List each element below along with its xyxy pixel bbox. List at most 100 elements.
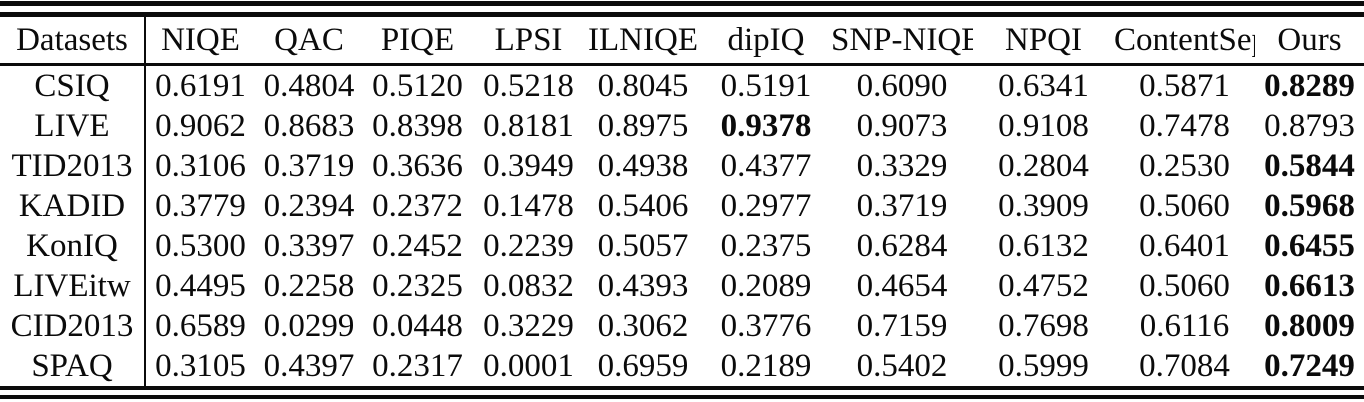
dataset-label: CSIQ: [0, 64, 146, 106]
value-cell: 0.2804: [998, 147, 1089, 184]
dataset-label: CID2013: [0, 306, 146, 346]
value-cell: 0.7159: [856, 307, 948, 344]
table-row-live: LIVE 0.9062 0.8683 0.8398 0.8181 0.8975 …: [0, 106, 1364, 146]
value-cell: 0.9378: [720, 107, 812, 144]
value-cell: 0.8045: [597, 67, 689, 104]
value-cell: 0.8793: [1264, 107, 1355, 144]
value-cell: 0.2530: [1139, 147, 1230, 184]
value-cell: 0.3779: [155, 187, 246, 224]
value-cell: 0.5191: [720, 67, 812, 104]
value-cell: 0.2189: [720, 347, 812, 384]
value-cell: 0.8398: [372, 107, 463, 144]
column-header-dipiq: dipIQ: [701, 17, 831, 66]
value-cell: 0.3062: [597, 307, 689, 344]
column-header-contentsep: ContentSep: [1114, 17, 1255, 66]
column-header-ilniqe: ILNIQE: [585, 17, 701, 66]
column-header-npqi: NPQI: [973, 17, 1114, 66]
column-header-ours: Ours: [1255, 17, 1364, 66]
value-cell: 0.2317: [372, 347, 463, 384]
value-cell: 0.6589: [155, 307, 246, 344]
value-cell: 0.2375: [720, 227, 812, 264]
value-cell: 0.7478: [1139, 107, 1230, 144]
value-cell: 0.2089: [720, 267, 812, 304]
value-cell: 0.8181: [483, 107, 574, 144]
table-row-csiq: CSIQ 0.6191 0.4804 0.5120 0.5218 0.8045 …: [0, 64, 1364, 106]
value-cell: 0.2325: [372, 267, 463, 304]
value-cell: 0.3949: [483, 147, 574, 184]
column-header-niqe: NIQE: [145, 17, 255, 66]
value-cell: 0.2452: [372, 227, 463, 264]
value-cell: 0.7698: [998, 307, 1089, 344]
value-cell: 0.5057: [597, 227, 689, 264]
value-cell: 0.3776: [720, 307, 812, 344]
value-cell: 0.2239: [483, 227, 574, 264]
value-cell: 0.3397: [263, 227, 355, 264]
value-cell: 0.0832: [483, 267, 574, 304]
column-header-qac: QAC: [255, 17, 363, 66]
value-cell: 0.6455: [1264, 227, 1355, 264]
table-row-tid2013: TID2013 0.3106 0.3719 0.3636 0.3949 0.49…: [0, 146, 1364, 186]
value-cell: 0.4938: [597, 147, 689, 184]
value-cell: 0.6132: [998, 227, 1089, 264]
value-cell: 0.0299: [263, 307, 355, 344]
value-cell: 0.8009: [1264, 307, 1355, 344]
value-cell: 0.3909: [998, 187, 1089, 224]
value-cell: 0.6613: [1264, 267, 1355, 304]
value-cell: 0.3719: [263, 147, 355, 184]
value-cell: 0.5999: [998, 347, 1089, 384]
value-cell: 0.9062: [155, 107, 246, 144]
value-cell: 0.6401: [1139, 227, 1230, 264]
value-cell: 0.6116: [1139, 307, 1230, 344]
value-cell: 0.4654: [856, 267, 948, 304]
value-cell: 0.1478: [483, 187, 574, 224]
dataset-label: KADID: [0, 186, 146, 226]
value-cell: 0.6341: [998, 67, 1089, 104]
value-cell: 0.7084: [1139, 347, 1230, 384]
value-cell: 0.7249: [1264, 347, 1355, 384]
value-cell: 0.8289: [1264, 67, 1355, 104]
value-cell: 0.0001: [483, 347, 574, 384]
value-cell: 0.2977: [720, 187, 812, 224]
table-row-liveitw: LIVEitw 0.4495 0.2258 0.2325 0.0832 0.43…: [0, 266, 1364, 306]
column-header-lpsi: LPSI: [472, 17, 585, 66]
value-cell: 0.4377: [720, 147, 812, 184]
dataset-label: LIVEitw: [0, 266, 146, 306]
bottom-double-rule: [0, 386, 1364, 399]
dataset-label: SPAQ: [0, 346, 146, 386]
value-cell: 0.8683: [263, 107, 355, 144]
value-cell: 0.2372: [372, 187, 463, 224]
value-cell: 0.4397: [263, 347, 355, 384]
column-header-piqe: PIQE: [363, 17, 472, 66]
value-cell: 0.4393: [597, 267, 689, 304]
value-cell: 0.2258: [263, 267, 355, 304]
dataset-label: LIVE: [0, 106, 146, 146]
table-row-cid2013: CID2013 0.6589 0.0299 0.0448 0.3229 0.30…: [0, 306, 1364, 346]
value-cell: 0.4804: [263, 67, 355, 104]
value-cell: 0.6191: [155, 67, 246, 104]
value-cell: 0.9108: [998, 107, 1089, 144]
value-cell: 0.9073: [856, 107, 948, 144]
column-header-snp-niqe: SNP-NIQE: [831, 17, 973, 66]
value-cell: 0.5406: [597, 187, 689, 224]
value-cell: 0.0448: [372, 307, 463, 344]
value-cell: 0.5060: [1139, 187, 1230, 224]
value-cell: 0.5844: [1264, 147, 1355, 184]
value-cell: 0.5120: [372, 67, 463, 104]
value-cell: 0.5060: [1139, 267, 1230, 304]
value-cell: 0.5218: [483, 67, 574, 104]
column-header-datasets: Datasets: [0, 17, 146, 66]
value-cell: 0.6284: [856, 227, 948, 264]
table-row-kadid: KADID 0.3779 0.2394 0.2372 0.1478 0.5406…: [0, 186, 1364, 226]
dataset-label: KonIQ: [0, 226, 146, 266]
value-cell: 0.5968: [1264, 187, 1355, 224]
value-cell: 0.6090: [856, 67, 948, 104]
value-cell: 0.6959: [597, 347, 689, 384]
value-cell: 0.8975: [597, 107, 689, 144]
table-row-koniq: KonIQ 0.5300 0.3397 0.2452 0.2239 0.5057…: [0, 226, 1364, 266]
value-cell: 0.3106: [155, 147, 246, 184]
value-cell: 0.5402: [856, 347, 948, 384]
value-cell: 0.3719: [856, 187, 948, 224]
value-cell: 0.4495: [155, 267, 246, 304]
value-cell: 0.3329: [856, 147, 948, 184]
value-cell: 0.3636: [372, 147, 463, 184]
